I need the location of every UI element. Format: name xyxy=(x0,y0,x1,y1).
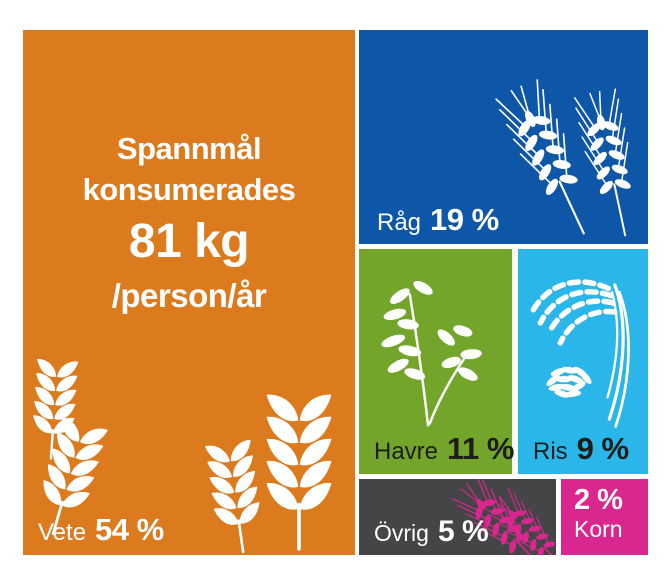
vete-tile: Spannmål konsumerades 81 kg /person/år V… xyxy=(23,30,355,555)
korn-label: 2 % Korn xyxy=(561,479,648,543)
title-line-4: /person/år xyxy=(111,277,267,314)
ovrig-value: 5 % xyxy=(437,515,489,548)
havre-tile: Havre 11 % xyxy=(359,249,514,474)
oat-icon xyxy=(375,271,491,429)
ovrig-tile: Övrig 5 % xyxy=(359,479,556,555)
vete-value: 54 % xyxy=(95,512,164,547)
title-line-1: Spannmål xyxy=(116,131,262,166)
title-line-3: 81 kg xyxy=(128,215,250,268)
vete-label: Vete 54 % xyxy=(38,514,164,545)
korn-value: 2 % xyxy=(574,484,623,516)
wheat-icon xyxy=(198,417,270,557)
ris-name: Ris xyxy=(533,438,568,465)
rag-tile: Råg 19 % xyxy=(359,30,648,244)
rice-icon xyxy=(524,269,642,435)
havre-label: Havre 11 % xyxy=(374,433,514,464)
vete-name: Vete xyxy=(38,519,87,546)
title-block: Spannmål konsumerades 81 kg /person/år xyxy=(23,128,355,318)
korn-name: Korn xyxy=(574,516,623,542)
ovrig-name: Övrig xyxy=(374,520,429,546)
title-line-2: konsumerades xyxy=(82,172,296,207)
rag-name: Råg xyxy=(377,209,422,236)
havre-value: 11 % xyxy=(447,431,514,466)
ris-tile: Ris 9 % xyxy=(518,249,648,474)
korn-tile: 2 % Korn xyxy=(561,479,648,555)
rag-value: 19 % xyxy=(430,202,499,237)
ris-value: 9 % xyxy=(576,431,629,466)
havre-name: Havre xyxy=(374,438,439,465)
ovrig-label: Övrig 5 % xyxy=(374,515,489,548)
rag-label: Råg 19 % xyxy=(377,204,499,235)
wheat-icon xyxy=(261,363,337,551)
ris-label: Ris 9 % xyxy=(533,433,629,464)
